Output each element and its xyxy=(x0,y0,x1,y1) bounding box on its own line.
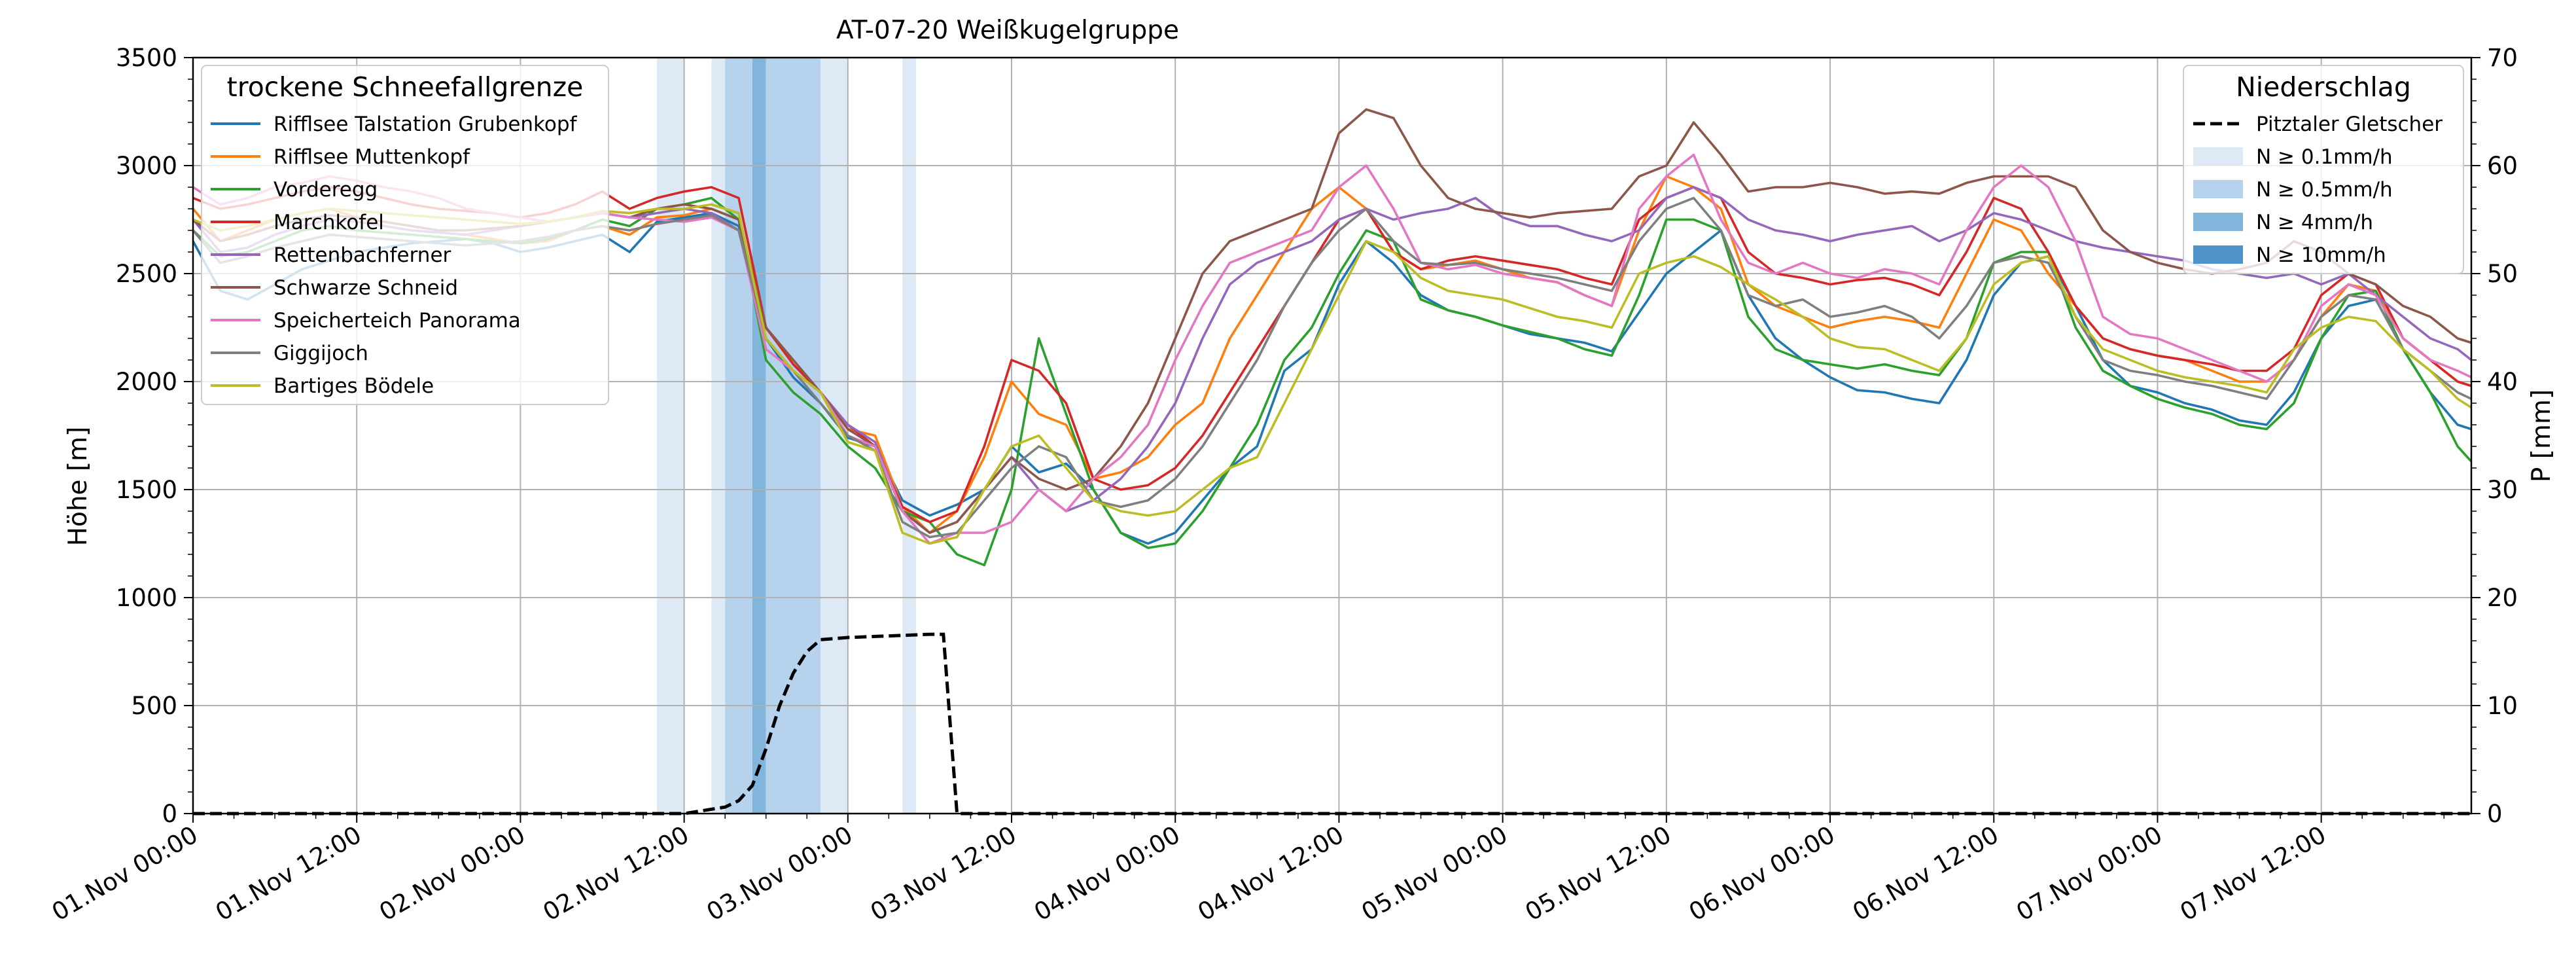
y-left-tick-label-3: 1500 xyxy=(116,476,177,504)
y-right-tick-label-1: 10 xyxy=(2487,692,2518,720)
y-right-tick-label-2: 20 xyxy=(2487,584,2518,612)
y-left-tick-label-4: 2000 xyxy=(116,368,177,396)
legend-left-label-5: Schwarze Schneid xyxy=(273,276,458,300)
plot-frame xyxy=(192,56,2473,815)
y-left-tick-label-0: 0 xyxy=(162,800,177,828)
legend-left-label-8: Bartiges Bödele xyxy=(273,374,434,398)
legend-right-label-2: N ≥ 0.5mm/h xyxy=(2256,178,2393,202)
legend-precipitation: Niederschlag Pitztaler Gletscher N ≥ 0.1mm… xyxy=(2183,65,2464,274)
y-axis-label-left: Höhe [m] xyxy=(63,427,93,547)
precip-band-4 xyxy=(766,58,821,814)
legend-right-box xyxy=(2183,65,2464,274)
y-right-tick-label-4: 40 xyxy=(2487,368,2518,396)
legend-right-title: Niederschlag xyxy=(2236,71,2411,103)
y-right-tick-label-5: 50 xyxy=(2487,260,2518,288)
legend-left-label-2: Vorderegg xyxy=(273,178,378,202)
y-axis-label-right: P [mm] xyxy=(2527,389,2556,482)
legend-left-label-1: Rifflsee Muttenkopf xyxy=(273,145,470,169)
legend-left-label-0: Rifflsee Talstation Grubenkopf xyxy=(273,113,578,136)
precip-band-0 xyxy=(656,58,684,814)
legend-left-label-7: Giggijoch xyxy=(273,342,368,365)
y-right-tick-label-7: 70 xyxy=(2487,44,2518,72)
precip-bands-group xyxy=(656,58,917,814)
legend-snowfall-limit: trockene Schneefallgrenze Rifflsee Talsta… xyxy=(201,65,609,405)
chart-title: AT-07-20 Weißkugelgruppe xyxy=(836,16,1179,45)
y-left-tick-label-5: 2500 xyxy=(116,260,177,288)
legend-right-label-0: Pitztaler Gletscher xyxy=(2256,113,2443,136)
y-right-tick-label-6: 60 xyxy=(2487,152,2518,180)
cumulative-precip-group xyxy=(193,632,2471,816)
legend-left-label-4: Rettenbachferner xyxy=(273,243,451,267)
legend-right-swatch-2 xyxy=(2193,180,2243,198)
y-left-tick-label-6: 3000 xyxy=(116,152,177,180)
legend-right-label-4: N ≥ 10mm/h xyxy=(2256,243,2386,267)
y-right-tick-label-3: 30 xyxy=(2487,476,2518,504)
precip-band-2 xyxy=(725,58,752,814)
y-left-tick-label-2: 1000 xyxy=(116,584,177,612)
precip-band-1 xyxy=(711,58,726,814)
legend-right-swatch-3 xyxy=(2193,213,2243,231)
legend-right-swatch-4 xyxy=(2193,245,2243,264)
y-left-tick-label-1: 500 xyxy=(131,692,177,720)
legend-left-box xyxy=(201,65,609,405)
precip-band-3 xyxy=(752,58,766,814)
legend-right-swatch-1 xyxy=(2193,147,2243,166)
series-line-pitztaler-gletscher xyxy=(193,632,2471,816)
legend-right-label-3: N ≥ 4mm/h xyxy=(2256,211,2373,234)
legend-left-label-3: Marchkofel xyxy=(273,211,384,234)
legend-left-title: trockene Schneefallgrenze xyxy=(227,71,584,103)
y-right-tick-label-0: 0 xyxy=(2487,800,2503,828)
legend-right-label-1: N ≥ 0.1mm/h xyxy=(2256,145,2393,169)
precip-band-6 xyxy=(902,58,917,814)
legend-left-label-6: Speicherteich Panorama xyxy=(273,309,521,332)
y-left-tick-label-7: 3500 xyxy=(116,44,177,72)
